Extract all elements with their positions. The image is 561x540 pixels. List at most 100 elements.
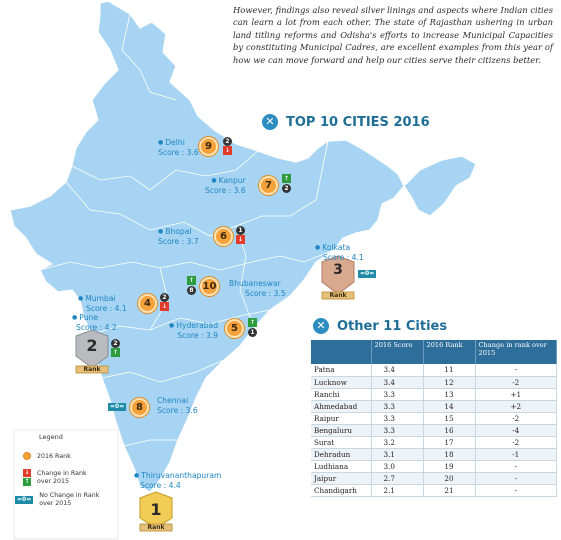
city-cell: Ranchi bbox=[311, 388, 372, 401]
score-cell: 3.3 bbox=[371, 412, 424, 425]
badge-number-kolkata: 3 bbox=[333, 262, 343, 278]
city-label-bhopal: Bhopal Score : 3.7 bbox=[158, 227, 199, 246]
city-cell: Bengaluru bbox=[311, 424, 372, 437]
change-cell: - bbox=[475, 460, 557, 473]
table-row: Patna 3.4 11- bbox=[311, 364, 557, 377]
no-change-icon-kolkata: =0= bbox=[358, 270, 377, 278]
table-row: Chandigarh 2.1 21- bbox=[311, 484, 557, 497]
change-cell: -2 bbox=[475, 412, 557, 425]
cross-icon: ✕ bbox=[262, 114, 278, 130]
table-header-row: 2016 Score 2016 Rank Change in rank over… bbox=[311, 340, 557, 364]
table-row: Ahmedabad 3.3 14 +2 bbox=[311, 400, 557, 413]
city-label-hyderabad: Hyderabad Score : 3.9 bbox=[169, 321, 218, 340]
arrow-up-icon: ↑ bbox=[282, 174, 291, 183]
change-cell: -2 bbox=[475, 376, 557, 389]
rank-change-bhopal: 1 ↓ bbox=[236, 226, 245, 244]
table-row: Raipur 3.3 15 -2 bbox=[311, 412, 557, 425]
score-cell: 3.0 bbox=[371, 460, 424, 473]
rank-change-bhubaneswar: ↑ 8 bbox=[187, 276, 196, 295]
change-cell: -1 bbox=[475, 448, 557, 461]
rank-cell: 12 bbox=[423, 376, 476, 389]
change-cell: -4 bbox=[475, 424, 557, 437]
rank-circle-bhopal: 6 bbox=[214, 227, 233, 246]
legend-change-row: ↓ ↑ Change in Rank over 2015 bbox=[23, 469, 87, 486]
other-cities-heading: ✕ Other 11 Cities bbox=[313, 318, 447, 334]
table-header-city bbox=[311, 340, 372, 364]
rank-cell: 19 bbox=[423, 460, 476, 473]
table-row: Surat 3.2 17 -2 bbox=[311, 436, 557, 449]
score-cell: 3.2 bbox=[371, 436, 424, 449]
rank-cell: 14 bbox=[423, 400, 476, 413]
score-cell: 2.1 bbox=[371, 484, 424, 497]
arrow-down-icon: ↓ bbox=[23, 469, 31, 477]
change-cell: - bbox=[475, 472, 557, 485]
rank-cell: 15 bbox=[423, 412, 476, 425]
intro-paragraph: However, findings also reveal silver lin… bbox=[233, 5, 553, 65]
arrow-down-icon: ↓ bbox=[160, 302, 169, 311]
city-cell: Jaipur bbox=[311, 472, 372, 485]
score-cell: 3.3 bbox=[371, 424, 424, 437]
score-cell: 3.3 bbox=[371, 388, 424, 401]
change-cell: - bbox=[475, 364, 557, 377]
table-row: Ranchi 3.3 13 +1 bbox=[311, 388, 557, 401]
legend-rank-row: 2016 Rank bbox=[23, 452, 71, 460]
rank-circle-kanpur: 7 bbox=[259, 176, 278, 195]
legend: Legend 2016 Rank ↓ ↑ Change in Rank over… bbox=[15, 430, 118, 540]
city-cell: Raipur bbox=[311, 412, 372, 425]
table-row: Ludhiana 3.0 19- bbox=[311, 460, 557, 473]
score-cell: 3.1 bbox=[371, 448, 424, 461]
change-cell: +2 bbox=[475, 400, 557, 413]
city-label-bhubaneswar: Bhubaneswar Score : 3.5 bbox=[229, 279, 286, 298]
legend-nochange-row: =0= No Change in Rank over 2015 bbox=[15, 492, 100, 507]
score-cell: 3.4 bbox=[371, 376, 424, 389]
city-label-delhi: Delhi Score : 3.6 bbox=[158, 138, 199, 157]
top-cities-heading: ✕ TOP 10 CITIES 2016 bbox=[262, 114, 430, 130]
other-cities-table: 2016 Score 2016 Rank Change in rank over… bbox=[311, 340, 557, 497]
legend-title: Legend bbox=[39, 433, 63, 441]
city-cell: Ludhiana bbox=[311, 460, 372, 473]
arrow-up-icon: ↑ bbox=[187, 276, 196, 285]
city-cell: Lucknow bbox=[311, 376, 372, 389]
rank-cell: 17 bbox=[423, 436, 476, 449]
rank-cell: 18 bbox=[423, 448, 476, 461]
table-row: Lucknow 3.4 12 -2 bbox=[311, 376, 557, 389]
city-label-pune: Pune Score : 4.2 bbox=[72, 313, 117, 332]
city-cell: Dehradun bbox=[311, 448, 372, 461]
city-cell: Chandigarh bbox=[311, 484, 372, 497]
arrow-up-icon: ↑ bbox=[248, 318, 257, 327]
score-cell: 2.7 bbox=[371, 472, 424, 485]
rank-dot-icon bbox=[23, 452, 31, 460]
arrow-down-icon: ↓ bbox=[223, 146, 232, 155]
rank-cell: 20 bbox=[423, 472, 476, 485]
rank-circle-hyderabad: 5 bbox=[225, 319, 244, 338]
city-label-kolkata: Kolkata Score : 4.1 bbox=[315, 243, 363, 262]
table-header-change: Change in rank over 2015 bbox=[475, 340, 557, 364]
no-change-icon: =0= bbox=[15, 496, 34, 504]
rank-circle-chennai: 8 bbox=[130, 398, 149, 417]
rank-cell: 16 bbox=[423, 424, 476, 437]
change-cell: +1 bbox=[475, 388, 557, 401]
badge-rank-label-kolkata: Rank bbox=[329, 292, 347, 299]
cross-icon: ✕ bbox=[313, 318, 329, 334]
table-row: Bengaluru 3.3 16 -4 bbox=[311, 424, 557, 437]
rank-cell: 11 bbox=[423, 364, 476, 377]
city-label-chennai: Chennai Score : 3.6 bbox=[157, 396, 198, 415]
table-row: Dehradun 3.1 18 -1 bbox=[311, 448, 557, 461]
score-cell: 3.3 bbox=[371, 400, 424, 413]
rank-circle-delhi: 9 bbox=[199, 137, 218, 156]
arrow-up-icon: ↑ bbox=[23, 478, 31, 486]
rank-circle-mumbai: 4 bbox=[138, 294, 157, 313]
badge-number-pune: 2 bbox=[86, 336, 98, 355]
badge-rank-3 bbox=[321, 255, 355, 300]
legend-box bbox=[13, 429, 119, 540]
badge-rank-2 bbox=[75, 329, 109, 374]
city-label-mumbai: Mumbai Score : 4.1 bbox=[78, 294, 126, 313]
badge-number-thiruvananthapuram: 1 bbox=[150, 500, 162, 519]
change-cell: - bbox=[475, 484, 557, 497]
rank-change-mumbai: 2 ↓ bbox=[160, 293, 169, 311]
badge-rank-label-pune: Rank bbox=[83, 366, 101, 373]
badge-rank-label-thiruvananthapuram: Rank bbox=[147, 524, 165, 531]
arrow-down-icon: ↓ bbox=[236, 235, 245, 244]
change-cell: -2 bbox=[475, 436, 557, 449]
northeast-outline bbox=[403, 155, 477, 217]
